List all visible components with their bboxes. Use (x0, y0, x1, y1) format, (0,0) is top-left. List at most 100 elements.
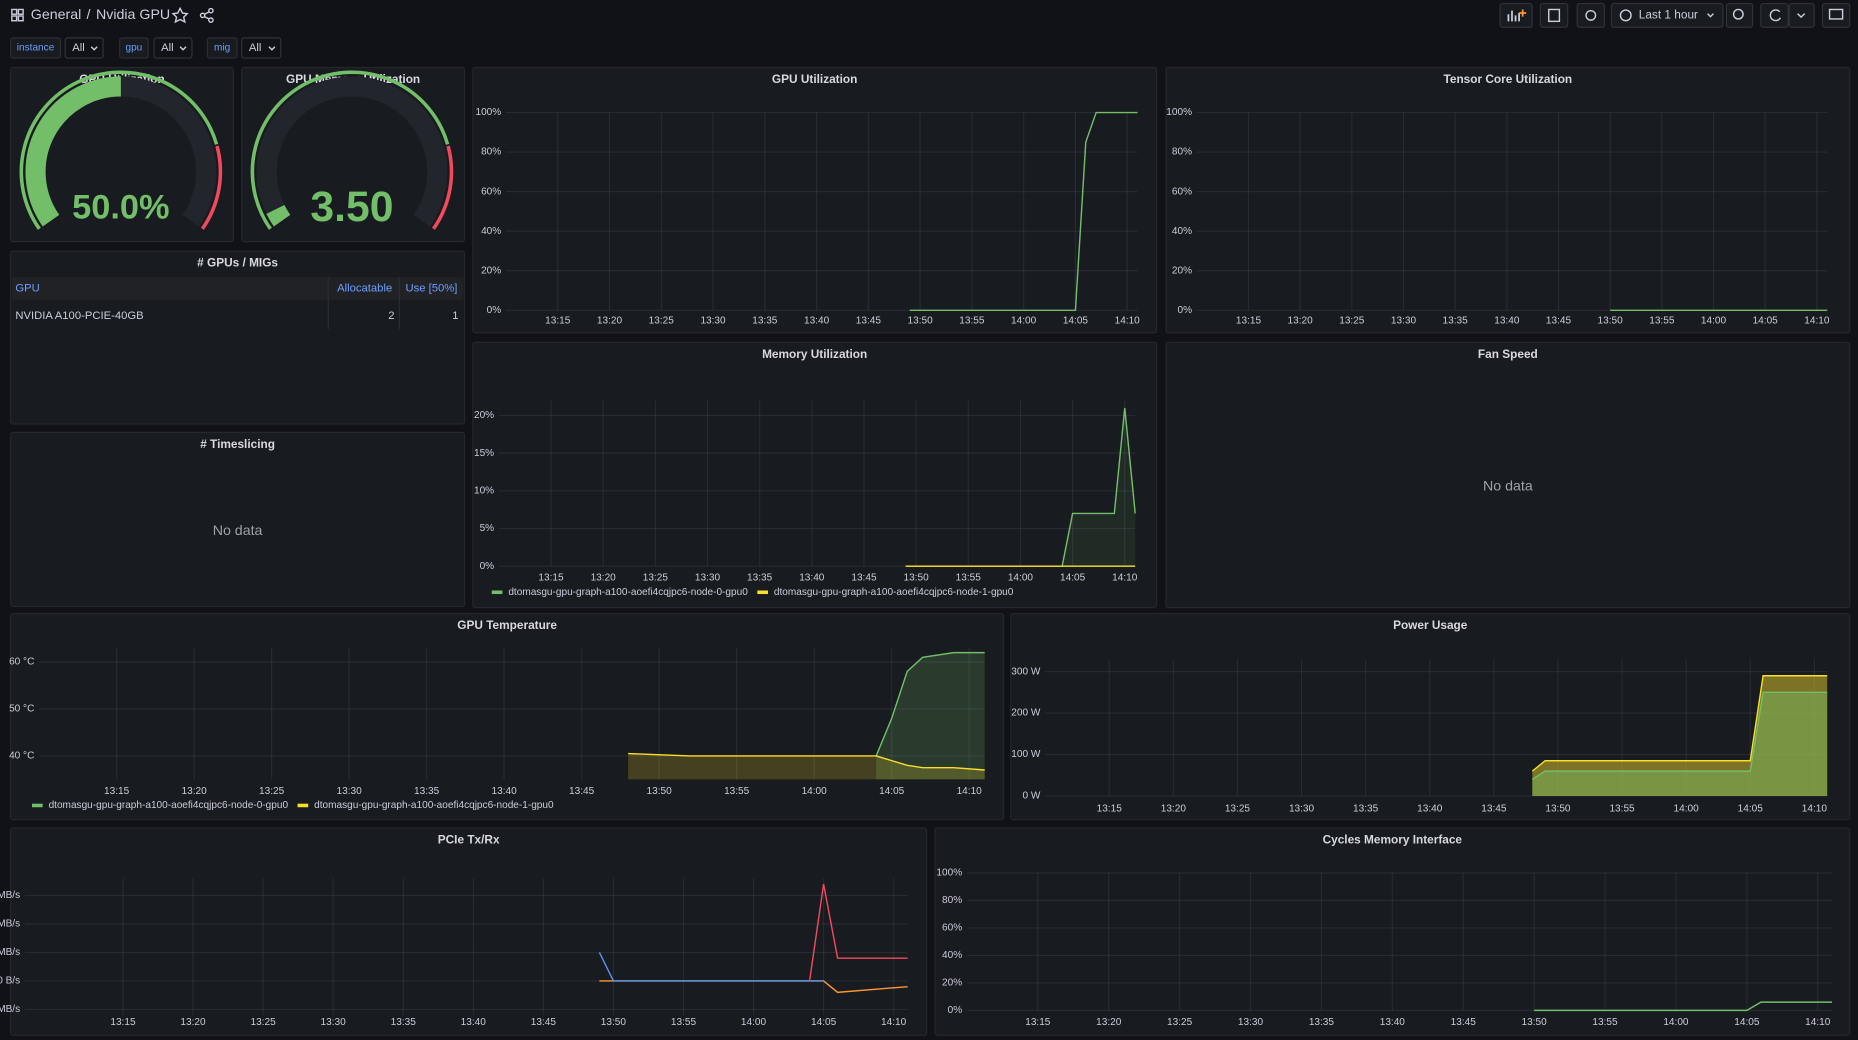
x-tick-label: 13:55 (956, 573, 982, 584)
y-tick-label: 300 W (1011, 666, 1041, 677)
save-button[interactable] (1539, 2, 1569, 28)
x-tick-label: 13:30 (1238, 1017, 1264, 1028)
star-button[interactable] (171, 6, 189, 24)
x-tick-label: 14:05 (1734, 1017, 1760, 1028)
x-tick-label: 13:45 (856, 316, 882, 327)
variable-value: All (72, 42, 85, 54)
panel: GPU Utilization 0% 20% 40% 60% 80% 100% 13:15 13… (472, 66, 1158, 334)
panel: Power Usage 0 W 100 W 200 W 300 W 13:15 13:20 1… (1010, 612, 1851, 821)
x-tick-label: 13:55 (1609, 804, 1635, 815)
column-header[interactable]: Allocatable (337, 282, 392, 294)
panel-title[interactable]: PCIe Tx/Rx (438, 833, 500, 847)
clock-icon (1619, 9, 1632, 22)
tv-mode-button[interactable] (1821, 2, 1851, 28)
column-header[interactable]: Use [50%] (405, 282, 457, 294)
legend-label[interactable]: dtomasgu-gpu-graph-a100-aoefi4cqjpc6-nod… (314, 800, 554, 811)
y-tick-label: 20% (481, 265, 501, 276)
x-tick-label: 13:25 (643, 573, 669, 584)
settings-button[interactable] (1576, 2, 1606, 28)
legend-label[interactable]: dtomasgu-gpu-graph-a100-aoefi4cqjpc6-nod… (774, 587, 1014, 598)
variable-label-box (206, 37, 238, 59)
series-area (628, 753, 985, 780)
x-tick-label: 13:30 (700, 316, 726, 327)
x-tick-label: 13:55 (671, 1017, 697, 1028)
y-tick-label: 5 MB/s (0, 947, 20, 958)
panel-title[interactable]: GPU Utilization (772, 72, 857, 86)
apps-icon[interactable] (11, 8, 24, 22)
y-tick-label: 100% (1166, 107, 1192, 118)
y-tick-label: -5 MB/s (0, 1004, 20, 1015)
x-tick-label: 13:20 (591, 573, 617, 584)
panel-frame (1165, 66, 1851, 334)
variable-dropdown[interactable] (153, 37, 193, 59)
x-tick-label: 13:45 (851, 573, 877, 584)
panel-frame (10, 612, 1005, 821)
legend-label[interactable]: dtomasgu-gpu-graph-a100-aoefi4cqjpc6-nod… (49, 800, 289, 811)
x-tick-label: 14:05 (1738, 804, 1764, 815)
x-tick-label: 13:15 (104, 786, 130, 797)
gauge-threshold-base (250, 70, 450, 230)
panel-title[interactable]: # Timeslicing (200, 437, 275, 451)
y-tick-label: 60 °C (9, 657, 34, 668)
add-panel-plus (1519, 9, 1527, 17)
share-button[interactable] (199, 7, 214, 23)
x-tick-label: 13:30 (1289, 804, 1315, 815)
legend-swatch (757, 590, 768, 595)
x-tick-label: 13:55 (1649, 316, 1675, 327)
variable-dropdown[interactable] (241, 37, 282, 59)
x-tick-label: 13:30 (337, 786, 363, 797)
x-tick-label: 14:10 (1112, 573, 1138, 584)
variable-value: All (249, 42, 262, 54)
panel-title[interactable]: GPU Temperature (457, 618, 557, 632)
panel-title[interactable]: Power Usage (1393, 618, 1468, 632)
y-tick-label: 0 W (1022, 791, 1040, 802)
panel-frame (10, 250, 466, 425)
x-tick-label: 13:25 (259, 786, 285, 797)
gauge-track (256, 76, 448, 227)
x-tick-label: 13:35 (1443, 316, 1469, 327)
panel-title[interactable]: Fan Speed (1478, 347, 1538, 361)
column-header[interactable]: GPU (15, 282, 39, 294)
zoom-out-button[interactable] (1725, 2, 1754, 28)
series-line (875, 651, 985, 757)
x-tick-label: 13:15 (545, 316, 571, 327)
refresh-icon (1769, 9, 1782, 22)
x-tick-label: 13:35 (1309, 1017, 1335, 1028)
table-header-row (11, 277, 464, 300)
refresh-interval-button[interactable] (1788, 2, 1815, 28)
variable-dropdown[interactable] (64, 37, 104, 59)
x-tick-label: 13:45 (569, 786, 595, 797)
panel-title[interactable]: Memory Utilization (762, 347, 867, 361)
legend-swatch (491, 590, 503, 595)
x-tick-label: 13:50 (1598, 316, 1624, 327)
panel-frame (10, 431, 466, 608)
panel: Cycles Memory Interface 0% 20% 40% 60% 80% 100… (934, 827, 1851, 1036)
x-tick-label: 13:15 (110, 1017, 136, 1028)
panel-frame (934, 827, 1851, 1036)
x-tick-label: 13:15 (1097, 804, 1123, 815)
y-tick-label: 60% (942, 923, 962, 934)
table-cell: 2 (388, 310, 394, 322)
y-tick-label: 200 W (1011, 708, 1041, 719)
x-tick-label: 14:00 (1008, 573, 1034, 584)
panel-title[interactable]: Tensor Core Utilization (1444, 72, 1573, 86)
chevron (1797, 13, 1806, 19)
x-tick-label: 13:30 (1391, 316, 1417, 327)
series-line (1531, 691, 1828, 781)
x-tick-label: 13:25 (1167, 1017, 1193, 1028)
y-tick-label: 60% (1172, 186, 1192, 197)
panel-title[interactable]: # GPUs / MIGs (197, 256, 278, 270)
refresh-button[interactable] (1760, 2, 1789, 28)
panel: GPU Temperature 40 °C 50 °C 60 °C 13:15 13:20… (9, 612, 1005, 821)
time-picker[interactable] (1610, 2, 1724, 28)
gauge-fill (266, 204, 291, 227)
breadcrumb-folder[interactable]: General (31, 7, 82, 23)
panel: Tensor Core Utilization 0% 20% 40% 60% 80% 100… (1165, 66, 1851, 334)
x-tick-label: 13:25 (1339, 316, 1365, 327)
panel-title[interactable]: Cycles Memory Interface (1323, 833, 1463, 847)
legend-label[interactable]: dtomasgu-gpu-graph-a100-aoefi4cqjpc6-nod… (508, 587, 748, 598)
x-tick-label: 13:50 (1545, 804, 1571, 815)
x-tick-label: 13:40 (799, 573, 825, 584)
